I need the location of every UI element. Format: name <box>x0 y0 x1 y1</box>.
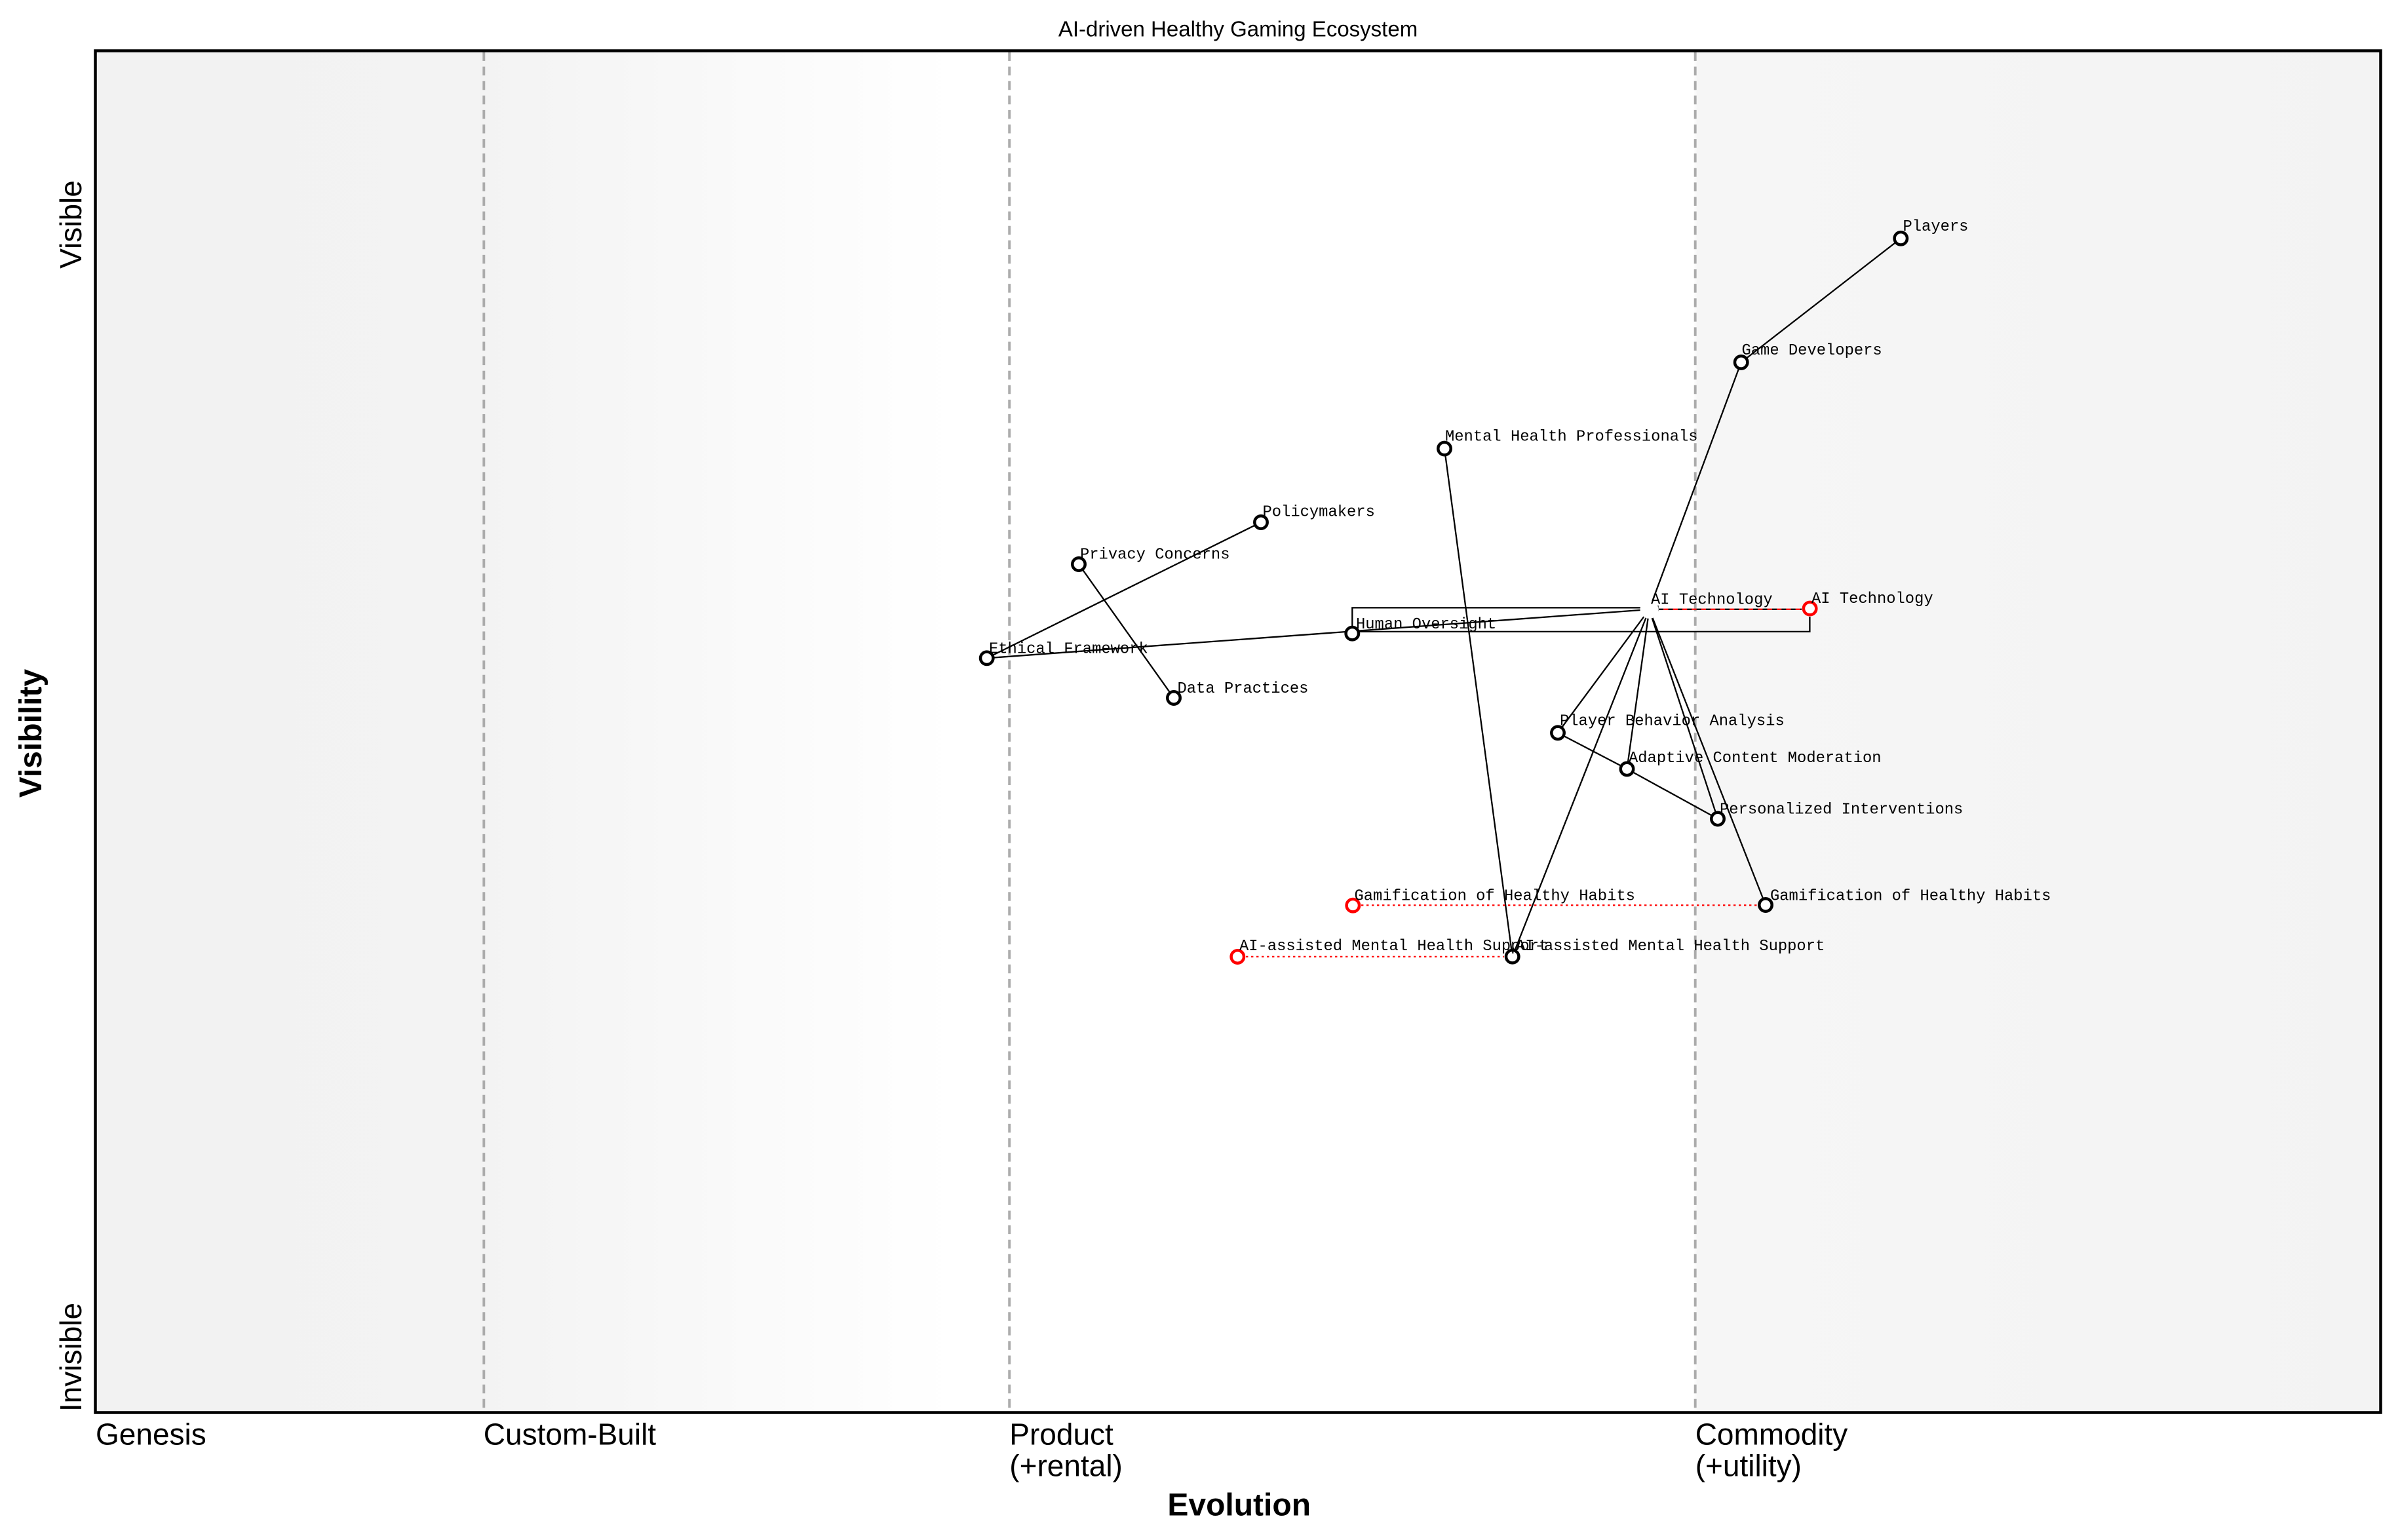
svg-text:Game Developers: Game Developers <box>1742 342 1882 360</box>
svg-text:Product: Product <box>1009 1417 1113 1452</box>
svg-text:AI-driven Healthy Gaming Ecosy: AI-driven Healthy Gaming Ecosystem <box>1058 16 1418 41</box>
svg-text:(+utility): (+utility) <box>1695 1449 1802 1483</box>
svg-text:Privacy Concerns: Privacy Concerns <box>1080 547 1230 564</box>
svg-text:AI-assisted Mental Health Supp: AI-assisted Mental Health Support <box>1239 938 1548 955</box>
svg-text:Gamification of Healthy Habits: Gamification of Healthy Habits <box>1355 887 1635 905</box>
svg-text:Visible: Visible <box>54 180 88 269</box>
svg-text:Visibility: Visibility <box>14 668 48 798</box>
svg-text:Invisible: Invisible <box>54 1303 88 1412</box>
svg-text:Evolution: Evolution <box>1167 1488 1311 1523</box>
svg-text:Policymakers: Policymakers <box>1263 504 1375 522</box>
svg-text:Gamification of Healthy Habits: Gamification of Healthy Habits <box>1770 887 2051 905</box>
svg-text:AI Technology: AI Technology <box>1811 590 1933 608</box>
svg-text:Genesis: Genesis <box>96 1417 206 1452</box>
svg-text:Custom-Built: Custom-Built <box>484 1417 657 1452</box>
svg-text:Player Behavior Analysis: Player Behavior Analysis <box>1560 712 1785 730</box>
svg-text:Mental Health Professionals: Mental Health Professionals <box>1445 428 1698 446</box>
svg-text:Commodity: Commodity <box>1695 1417 1848 1452</box>
svg-text:AI-assisted Mental Health Supp: AI-assisted Mental Health Support <box>1516 938 1825 955</box>
svg-text:(+rental): (+rental) <box>1009 1449 1123 1483</box>
svg-text:Data Practices: Data Practices <box>1178 680 1309 698</box>
svg-text:Players: Players <box>1903 218 1969 236</box>
svg-text:Adaptive Content Moderation: Adaptive Content Moderation <box>1629 750 1882 767</box>
svg-text:Human Oversight: Human Oversight <box>1356 616 1496 634</box>
svg-text:Personalized Interventions: Personalized Interventions <box>1720 801 1963 819</box>
svg-text:AI Technology: AI Technology <box>1651 592 1773 609</box>
svg-text:Ethical Framework: Ethical Framework <box>989 641 1148 659</box>
